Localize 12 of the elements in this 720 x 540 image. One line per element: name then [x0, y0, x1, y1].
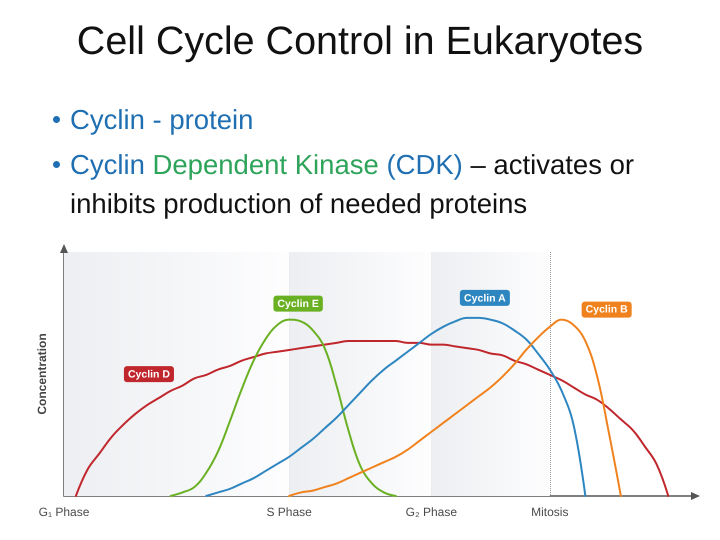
chart-title: Cell Cycle Control in Eukaryotes — [76, 18, 644, 65]
x-tick-label: G₂ Phase — [406, 505, 458, 519]
x-tick-label: G₁ Phase — [38, 505, 90, 519]
series-label: Cyclin D — [128, 368, 170, 381]
text: Cyclin Dependent Kinase (CDK) – activates or inhibits production of needed proteins — [70, 149, 634, 219]
y-axis-title: Concentration — [35, 333, 49, 415]
text: Cyclin - protein — [70, 104, 254, 135]
series-label: Cyclin A — [464, 292, 506, 304]
series-label: Cyclin E — [277, 298, 319, 310]
x-tick-label: Mitosis — [531, 505, 568, 519]
x-tick-label: S Phase — [266, 505, 312, 519]
series-label: Cyclin B — [586, 304, 628, 316]
